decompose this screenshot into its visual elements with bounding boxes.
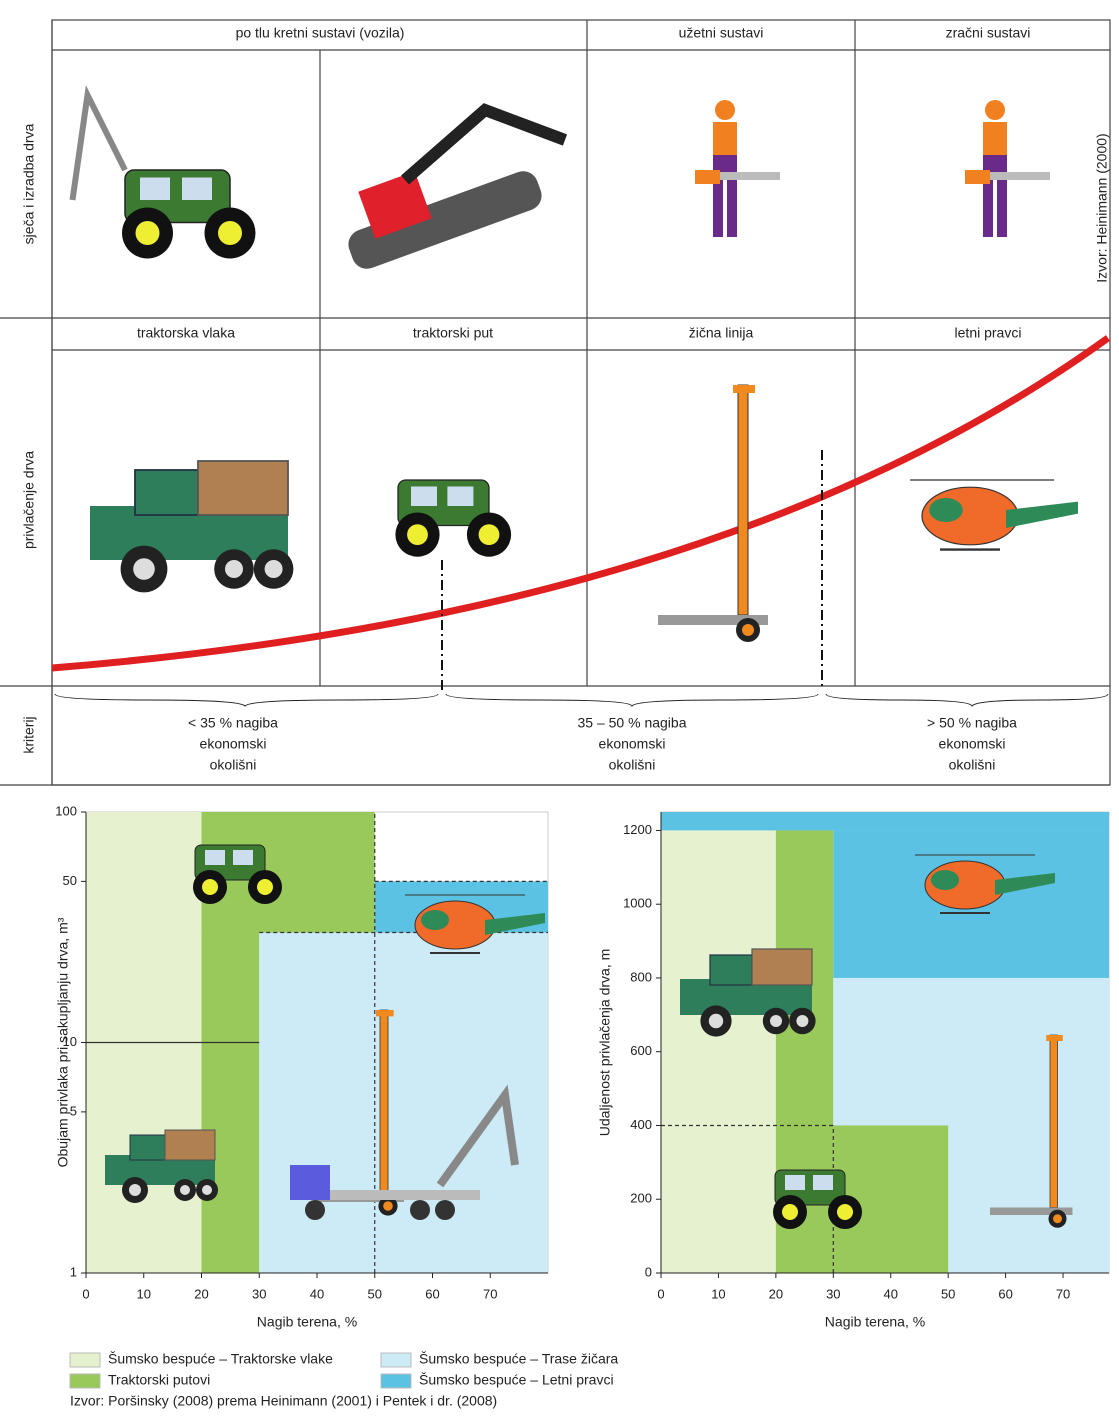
- y-tick-label: 800: [630, 969, 652, 984]
- criteria-text: okolišni: [949, 757, 996, 773]
- x-tick-label: 60: [425, 1286, 439, 1301]
- x-tick-label: 50: [941, 1286, 955, 1301]
- legend-swatch: [69, 1373, 101, 1389]
- y-tick-label: 600: [630, 1043, 652, 1058]
- row-label: kriterij: [21, 716, 37, 753]
- x-tick-label: 20: [769, 1286, 783, 1301]
- y-tick-label: 5: [70, 1103, 77, 1118]
- system-header: zračni sustavi: [946, 25, 1031, 41]
- y-tick-label: 50: [63, 873, 77, 888]
- legend: Izvor: Poršinsky (2008) prema Heinimann …: [69, 1351, 618, 1409]
- trend-curve: [51, 335, 1111, 672]
- zone: [201, 932, 260, 1273]
- criteria-text: > 50 % nagiba: [927, 715, 1017, 731]
- criteria: < 35 % nagiba ekonomski okolišni 35 – 50…: [188, 715, 1017, 773]
- x-tick-label: 40: [884, 1286, 898, 1301]
- system-header: užetni sustavi: [679, 25, 764, 41]
- legend-source: Izvor: Poršinsky (2008) prema Heinimann …: [70, 1393, 497, 1409]
- chart: 0 10 20 30 40 50 60 70 1 5 10 50 100 Nagib terena, % O…: [55, 803, 549, 1330]
- y-tick-label: 0: [645, 1264, 652, 1279]
- system-header: po tlu kretni sustavi (vozila): [236, 25, 405, 41]
- legend-swatch: [69, 1352, 101, 1368]
- criteria-text: < 35 % nagiba: [188, 715, 278, 731]
- x-tick-label: 30: [826, 1286, 840, 1301]
- criteria-text: okolišni: [210, 757, 257, 773]
- illustrations: [69, 85, 1080, 643]
- criteria-text: okolišni: [609, 757, 656, 773]
- charts: 0 10 20 30 40 50 60 70020040060080010001200Nagi…: [55, 803, 1110, 1330]
- zone: [661, 812, 1109, 831]
- x-axis-label: Nagib terena, %: [257, 1314, 357, 1330]
- criteria-text: ekonomski: [939, 736, 1006, 752]
- y-tick-label: 200: [630, 1191, 652, 1206]
- y-tick-label: 400: [630, 1117, 652, 1132]
- criteria-text: 35 – 50 % nagiba: [578, 715, 687, 731]
- criteria-text: ekonomski: [599, 736, 666, 752]
- x-tick-label: 50: [368, 1286, 382, 1301]
- y-tick-label: 10: [63, 1034, 77, 1049]
- y-tick-label: 1: [70, 1264, 77, 1279]
- row-label: privlačenje drva: [21, 451, 37, 549]
- zone: [661, 830, 776, 1273]
- x-tick-label: 10: [137, 1286, 151, 1301]
- legend-swatch: [380, 1352, 412, 1368]
- x-tick-label: 70: [1056, 1286, 1070, 1301]
- chart: 0 10 20 30 40 50 60 70 0 200 400 600 800 1000 1200 Nagi…: [597, 811, 1110, 1330]
- row-label: sječa i izradba drva: [21, 123, 37, 244]
- legend-label: Šumsko bespuće – Traktorske vlake: [108, 1351, 333, 1367]
- x-tick-label: 0: [82, 1286, 89, 1301]
- y-axis-label: Obujam privlaka pri sakupljanju drva, m³: [55, 917, 71, 1167]
- x-tick-label: 10: [711, 1286, 725, 1301]
- top-table: sječa i izradba drva privlačenje drva kr…: [0, 19, 1111, 786]
- chart-decor: [104, 844, 1073, 1230]
- route-header: letni pravci: [955, 325, 1022, 341]
- legend-label: Traktorski putovi: [108, 1372, 210, 1388]
- criteria-text: ekonomski: [200, 736, 267, 752]
- x-tick-label: 70: [483, 1286, 497, 1301]
- y-tick-label: 1200: [623, 822, 652, 837]
- y-tick-label: 100: [55, 803, 77, 818]
- source: Izvor: Heinimann (2000): [1094, 133, 1110, 282]
- x-tick-label: 0: [657, 1286, 664, 1301]
- route-header: žična linija: [689, 325, 754, 341]
- legend-swatch: [380, 1373, 412, 1389]
- legend-label: Šumsko bespuće – Trase žičara: [419, 1351, 618, 1367]
- route-header: traktorski put: [413, 325, 493, 341]
- x-tick-label: 20: [194, 1286, 208, 1301]
- x-tick-label: 30: [252, 1286, 266, 1301]
- legend-label: Šumsko bespuće – Letni pravci: [419, 1372, 614, 1388]
- x-tick-label: 40: [310, 1286, 324, 1301]
- x-tick-label: 60: [998, 1286, 1012, 1301]
- y-tick-label: 1000: [623, 896, 652, 911]
- x-axis-label: Nagib terena, %: [825, 1314, 925, 1330]
- y-axis-label: Udaljenost privlačenja drva, m: [597, 949, 613, 1137]
- route-header: traktorska vlaka: [137, 325, 235, 341]
